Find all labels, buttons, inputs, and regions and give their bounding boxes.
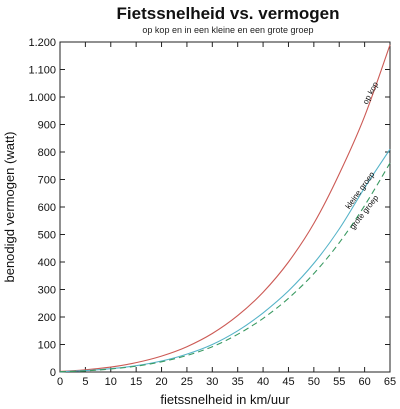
y-tick-label: 500	[38, 230, 56, 242]
y-tick-label: 800	[38, 147, 56, 159]
plot-frame	[59, 41, 391, 373]
x-tick-label: 60	[358, 376, 370, 388]
chart-subtitle: op kop en in een kleine en een grote gro…	[142, 25, 313, 35]
y-tick-label: 1.000	[28, 92, 56, 104]
y-axis-label: benodigd vermogen (watt)	[2, 131, 17, 282]
x-tick-label: 30	[206, 376, 218, 388]
x-axis: 0 5 10 15 20 25 30 35 40 45 50 55 60 65	[57, 42, 396, 388]
x-axis-label: fietssnelheid in km/uur	[160, 392, 290, 407]
x-tick-label: 0	[57, 376, 63, 388]
y-tick-label: 1.200	[28, 37, 56, 49]
y-tick-label: 200	[38, 312, 56, 324]
y-tick-label: 100	[38, 340, 56, 352]
y-tick-label: 400	[38, 257, 56, 269]
y-axis: 0 100 200 300 400 500 600 700 800 900 1.000 1.100 1.…	[28, 37, 390, 379]
x-tick-label: 25	[181, 376, 193, 388]
series-lines	[59, 44, 391, 373]
x-tick-label: 20	[155, 376, 167, 388]
x-tick-label: 55	[333, 376, 345, 388]
series-line-op-kop	[59, 44, 391, 372]
x-tick-label: 45	[282, 376, 294, 388]
series-line-grote-groep	[59, 162, 391, 373]
y-tick-label: 1.100	[28, 65, 56, 77]
plot-area: 01002003004005006007008009001.0001.1001.…	[28, 37, 396, 388]
y-tick-label: 300	[38, 285, 56, 297]
x-tick-label: 40	[257, 376, 269, 388]
x-tick-label: 15	[130, 376, 142, 388]
series-line-kleine-groep	[59, 148, 391, 373]
y-tick-label: 0	[50, 367, 56, 379]
chart-title: Fietssnelheid vs. vermogen	[117, 4, 340, 23]
x-tick-label: 5	[82, 376, 88, 388]
x-tick-label: 35	[232, 376, 244, 388]
y-tick-label: 600	[38, 202, 56, 214]
x-tick-label: 50	[308, 376, 320, 388]
x-tick-label: 10	[105, 376, 117, 388]
y-tick-label: 700	[38, 175, 56, 187]
y-tick-label: 900	[38, 120, 56, 132]
x-tick-label: 65	[384, 376, 396, 388]
series-label: op kop	[361, 80, 380, 106]
